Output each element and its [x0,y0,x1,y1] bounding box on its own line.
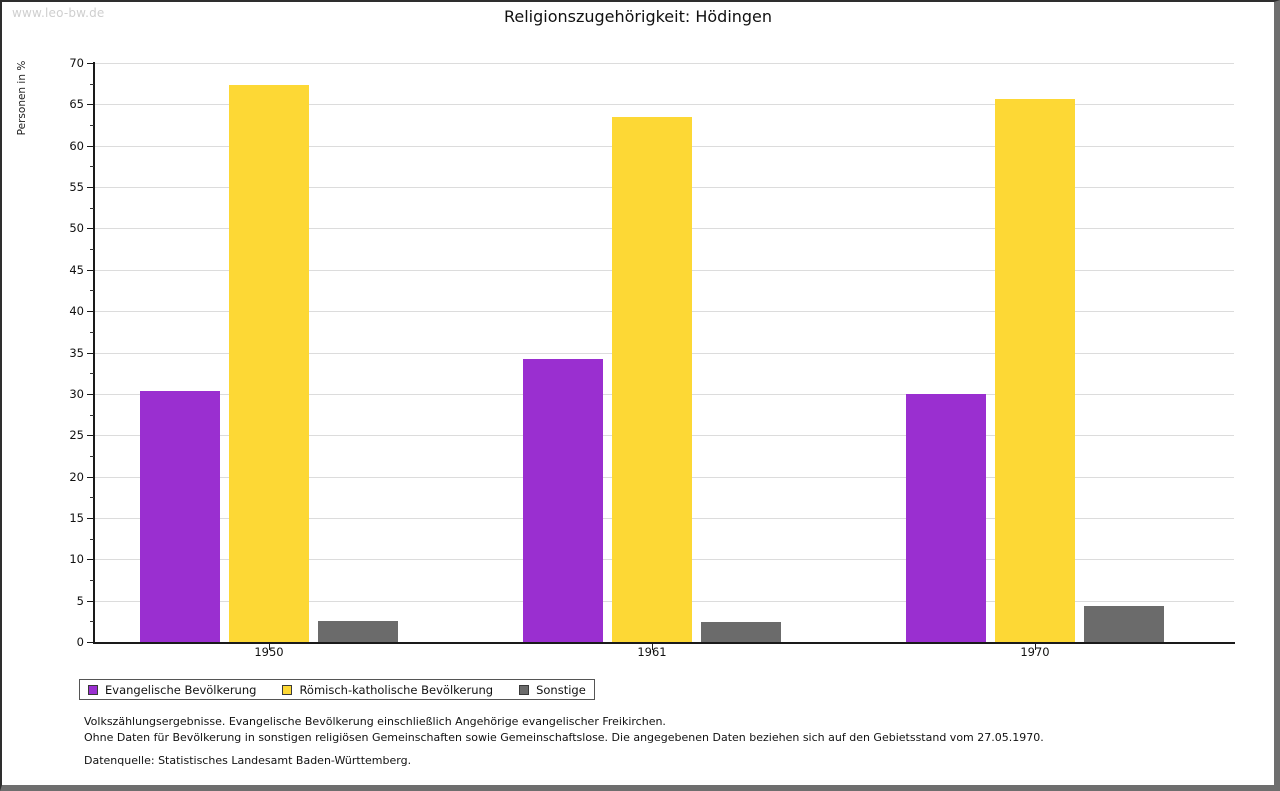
y-axis-minor-tick [90,166,94,168]
y-axis-tick-labels: 0 5 10 15 20 25 30 35 40 45 50 55 60 65 70 [2,2,84,785]
y-axis-minor-tick [90,207,94,209]
y-axis-tick [87,269,94,271]
y-axis-tick-label: 45 [69,262,84,277]
legend-swatch-icon [519,684,530,695]
y-axis-tick [87,187,94,189]
bar-1970-3 [1084,605,1164,642]
legend-label: Römisch-katholische Bevölkerung [299,682,494,697]
footnotes-block: Volkszählungsergebnisse. Evangelische Be… [84,714,1234,746]
y-axis-minor-tick [90,249,94,251]
y-axis-tick [87,145,94,147]
y-axis-minor-tick [90,538,94,540]
y-axis-tick [87,228,94,230]
y-axis-tick-label: 25 [69,428,84,443]
legend-label: Sonstige [536,682,586,697]
legend-swatch-icon [282,684,293,695]
y-axis-tick-label: 40 [69,304,84,319]
legend-item-1[interactable]: Evangelische Bevölkerung [88,683,256,697]
y-axis-tick-label: 10 [69,552,84,567]
bar-1970-2 [995,98,1075,642]
bar-1961-2 [612,116,692,642]
y-axis-tick-label: 70 [69,56,84,70]
y-axis-minor-tick [90,455,94,457]
bar-1961-3 [701,622,781,642]
y-axis-minor-tick [90,621,94,623]
legend-item-3[interactable]: Sonstige [519,683,586,697]
watermark-text: www.leo-bw.de [12,6,105,20]
y-axis-minor-tick [90,497,94,499]
y-axis-tick [87,642,94,643]
y-axis-minor-tick [90,414,94,416]
gridline [94,63,1234,64]
data-source-note: Datenquelle: Statistisches Landesamt Bad… [84,754,412,767]
x-axis-tick-label: 1961 [637,645,667,659]
y-axis-tick [87,435,94,437]
y-axis-tick-label: 50 [69,221,84,236]
x-axis-tick-label: 1970 [1020,645,1050,659]
y-axis-tick [87,311,94,313]
x-axis-tick [652,643,653,650]
y-axis-minor-tick [90,83,94,85]
y-axis-tick-label: 30 [69,386,84,401]
y-axis-tick [87,352,94,354]
plot-area [94,63,1234,642]
bar-1950-3 [318,620,398,642]
y-axis-tick-label: 60 [69,138,84,153]
y-axis-minor-tick [90,373,94,375]
y-axis-tick [87,104,94,106]
y-axis-minor-tick [90,331,94,333]
x-axis-tick [1035,643,1036,650]
y-axis-tick [87,476,94,478]
y-axis-line [93,62,95,643]
y-axis-tick-label: 0 [76,635,84,649]
footnote-line-1: Volkszählungsergebnisse. Evangelische Be… [84,715,666,728]
y-axis-tick-label: 5 [76,593,84,608]
bar-1950-2 [229,85,309,642]
y-axis-minor-tick [90,125,94,127]
y-axis-tick-label: 20 [69,469,84,484]
legend-swatch-icon [88,684,98,695]
bar-1950-1 [140,391,220,642]
legend-label: Evangelische Bevölkerung [105,682,257,697]
bar-1961-1 [523,359,603,642]
x-axis-tick [269,643,270,650]
page-title: Religionszugehörigkeit: Hödingen [503,7,773,26]
x-axis-tick-label: 1950 [254,645,284,659]
y-axis-tick [87,63,94,64]
footnote-line-2: Ohne Daten für Bevölkerung in sonstigen … [84,731,1044,744]
legend-item-2[interactable]: Römisch-katholische Bevölkerung [282,683,493,697]
y-axis-tick [87,517,94,519]
gridline [94,104,1234,106]
y-axis-tick [87,393,94,395]
x-axis-line [93,642,1235,644]
y-axis-tick-label: 55 [69,180,84,195]
y-axis-tick-label: 15 [69,510,84,525]
y-axis-tick-label: 65 [69,97,84,112]
y-axis-minor-tick [90,290,94,292]
chart-legend: Evangelische Bevölkerung Römisch-katholis… [79,679,595,700]
y-axis-tick-label: 35 [69,345,84,360]
y-axis-minor-tick [90,579,94,581]
bar-1970-1 [906,393,986,642]
y-axis-tick [87,559,94,561]
y-axis-tick [87,600,94,602]
